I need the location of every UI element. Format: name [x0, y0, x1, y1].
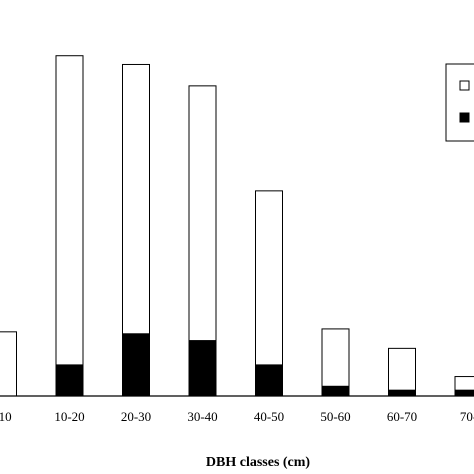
x-axis-title: DBH classes (cm): [206, 455, 311, 470]
bars-group: [0, 55, 474, 397]
bar-20-30-segment-1: [122, 333, 150, 397]
x-tick-label: 40-50: [254, 409, 284, 424]
x-tick-label: 10-20: [54, 409, 84, 424]
bar-60-70-segment-2: [388, 347, 416, 391]
legend-swatch-filled: [459, 112, 470, 123]
x-tick-label: 60-70: [387, 409, 417, 424]
bar-10-20-segment-1: [55, 364, 84, 397]
legend: [445, 63, 474, 142]
bar-50-60-segment-1: [321, 385, 350, 397]
x-tick-label: 50-60: [320, 409, 350, 424]
bar-10-20-segment-2: [55, 55, 84, 366]
x-tick-label: -10: [0, 409, 12, 424]
bar-70--segment-2: [454, 376, 474, 391]
bar-60-70-segment-1: [388, 389, 416, 397]
x-tick-labels: -10 10-20 20-30 30-40 40-50 50-60 60-70 70-: [0, 409, 474, 424]
bar-0-10-segment-2: [0, 331, 17, 397]
legend-box: [445, 63, 474, 142]
bar-30-40-segment-1: [188, 340, 217, 397]
bar-50-60-segment-2: [321, 328, 350, 387]
bar-40-50-segment-1: [255, 364, 283, 397]
bar-70--segment-1: [454, 389, 474, 397]
bar-40-50-segment-2: [255, 190, 283, 366]
bar-30-40-segment-2: [188, 85, 217, 342]
bar-20-30-segment-2: [122, 63, 150, 335]
legend-swatch-open: [459, 80, 470, 91]
x-tick-label: 70-: [460, 409, 474, 424]
x-tick-label: 30-40: [187, 409, 217, 424]
x-tick-label: 20-30: [121, 409, 151, 424]
